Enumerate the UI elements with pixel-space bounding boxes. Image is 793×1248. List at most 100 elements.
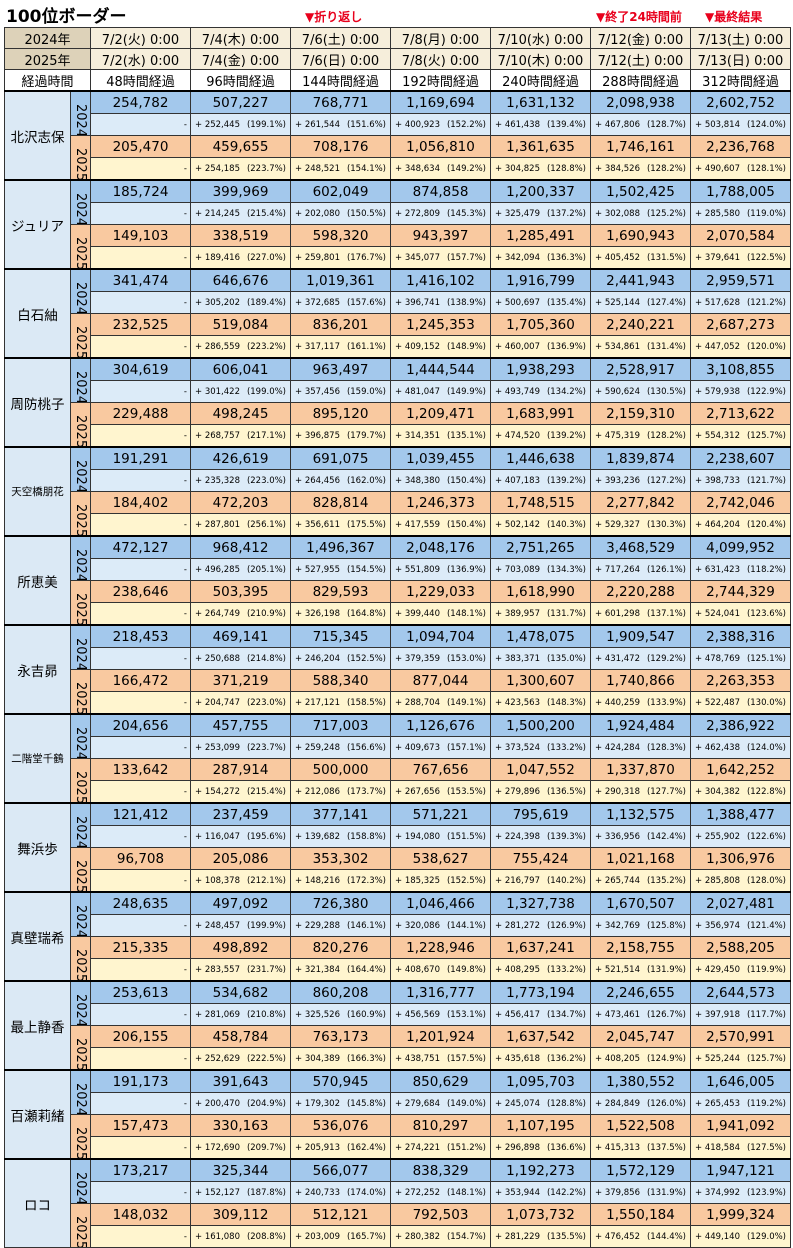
delta-ratio: (137.5%)	[646, 1142, 686, 1153]
delta-ratio: (148.9%)	[446, 341, 486, 352]
delta-wrap: + 527,955 (154.5%)	[294, 565, 387, 575]
delta-wrap: + 314,351 (135.1%)	[394, 431, 487, 441]
delta-increase: + 517,628	[695, 297, 740, 308]
score-value: 2,441,943	[590, 268, 691, 292]
delta-cell: + 301,422 (199.0%)	[190, 380, 291, 403]
delta-wrap: + 423,563 (148.3%)	[494, 698, 587, 708]
score-value: 185,724	[90, 179, 191, 203]
delta-ratio: (164.8%)	[346, 608, 386, 619]
delta-empty: -	[90, 1181, 191, 1204]
delta-ratio: (131.7%)	[546, 608, 586, 619]
delta-ratio: (127.4%)	[646, 297, 686, 308]
delta-wrap: + 449,140 (129.0%)	[694, 1232, 787, 1242]
delta-increase: + 396,875	[295, 430, 340, 441]
delta-wrap: + 235,328 (223.0%)	[194, 476, 287, 486]
delta-ratio: (137.1%)	[646, 608, 686, 619]
delta-wrap: + 379,359 (153.0%)	[394, 654, 487, 664]
score-value: 538,627	[390, 847, 491, 870]
score-value: 2,277,842	[590, 491, 691, 514]
delta-ratio: (125.7%)	[746, 1053, 786, 1064]
score-value: 166,472	[90, 669, 191, 692]
delta-cell: + 248,521 (154.1%)	[290, 157, 391, 181]
delta-ratio: (128.1%)	[746, 163, 786, 174]
score-value: 459,655	[190, 135, 291, 158]
score-value: 820,276	[290, 936, 391, 959]
delta-empty: -	[90, 335, 191, 359]
score-value: 2,751,265	[490, 535, 591, 559]
delta-increase: + 302,088	[595, 208, 640, 219]
score-value: 1,938,293	[490, 357, 591, 381]
delta-wrap: + 496,285 (205.1%)	[194, 565, 287, 575]
delta-cell: + 108,378 (212.1%)	[190, 869, 291, 893]
delta-ratio: (149.8%)	[446, 964, 486, 975]
delta-wrap: + 476,452 (144.4%)	[594, 1232, 687, 1242]
delta-ratio: (199.9%)	[246, 920, 286, 931]
delta-cell: + 152,127 (187.8%)	[190, 1181, 291, 1204]
score-value: 512,121	[290, 1203, 391, 1226]
delta-wrap: + 474,520 (139.2%)	[494, 431, 587, 441]
end24-annotation: ▼終了24時間前	[596, 10, 682, 24]
score-value: 248,635	[90, 891, 191, 915]
delta-wrap: + 285,580 (119.0%)	[694, 209, 787, 219]
delta-cell: + 279,684 (149.0%)	[390, 1092, 491, 1115]
delta-ratio: (166.3%)	[346, 1053, 386, 1064]
score-value: 377,141	[290, 802, 391, 826]
year-label-text: 2025	[73, 593, 88, 625]
score-value: 598,320	[290, 224, 391, 247]
delta-cell: + 342,769 (125.8%)	[590, 914, 691, 937]
delta-increase: + 440,259	[595, 697, 640, 708]
delta-ratio: (195.6%)	[246, 831, 286, 842]
score-value: 191,173	[90, 1069, 191, 1093]
delta-cell: + 235,328 (223.0%)	[190, 469, 291, 492]
delta-increase: + 304,389	[295, 1053, 340, 1064]
delta-increase: + 417,559	[395, 519, 440, 530]
delta-ratio: (176.7%)	[346, 252, 386, 263]
delta-wrap: + 296,898 (136.6%)	[494, 1143, 587, 1153]
delta-ratio: (148.1%)	[446, 608, 486, 619]
delta-cell: + 460,007 (136.9%)	[490, 335, 591, 359]
table-row: - + 496,285 (205.1%) + 527,955 (154.5%) + 551…	[5, 558, 791, 581]
delta-wrap: + 245,074 (128.8%)	[494, 1099, 587, 1109]
date-2024: 7/10(水) 0:00	[490, 27, 591, 49]
year-label: 2024	[70, 535, 91, 581]
year-label: 2024	[70, 446, 91, 492]
delta-wrap: + 342,094 (136.3%)	[494, 253, 587, 263]
delta-cell: + 496,285 (205.1%)	[190, 558, 291, 581]
delta-cell: + 250,688 (214.8%)	[190, 647, 291, 670]
delta-cell: + 423,563 (148.3%)	[490, 691, 591, 715]
delta-increase: + 281,229	[495, 1231, 540, 1242]
score-value: 646,676	[190, 268, 291, 292]
delta-increase: + 481,047	[395, 386, 440, 397]
year-label-text: 2024	[73, 104, 88, 136]
delta-wrap: + 342,769 (125.8%)	[594, 921, 687, 931]
year-label: 2024	[70, 713, 91, 759]
delta-cell: + 285,808 (128.0%)	[690, 869, 791, 893]
table-row: - + 161,080 (208.8%) + 203,009 (165.7%) + 280…	[5, 1225, 791, 1248]
delta-cell: + 631,423 (118.2%)	[690, 558, 791, 581]
delta-wrap: + 703,089 (134.3%)	[494, 565, 587, 575]
delta-ratio: (153.1%)	[446, 1009, 486, 1020]
score-value: 2,570,991	[690, 1025, 791, 1048]
score-value: 254,782	[90, 90, 191, 114]
delta-wrap: + 304,389 (166.3%)	[294, 1054, 387, 1064]
score-value: 1,646,005	[690, 1069, 791, 1093]
delta-ratio: (122.5%)	[746, 252, 786, 263]
delta-cell: + 325,479 (137.2%)	[490, 202, 591, 225]
delta-cell: + 214,245 (215.4%)	[190, 202, 291, 225]
score-value: 1,327,738	[490, 891, 591, 915]
delta-ratio: (139.4%)	[546, 119, 586, 130]
delta-empty: -	[90, 869, 191, 893]
score-value: 1,316,777	[390, 980, 491, 1004]
score-value: 218,453	[90, 624, 191, 648]
score-value: 1,047,552	[490, 758, 591, 781]
score-value: 469,141	[190, 624, 291, 648]
delta-increase: + 224,398	[495, 831, 540, 842]
elapsed-time: 240時間経過	[490, 69, 591, 92]
delta-increase: + 372,685	[295, 297, 340, 308]
score-value: 457,755	[190, 713, 291, 737]
year-label: 2025	[70, 758, 91, 804]
delta-cell: + 438,751 (157.5%)	[390, 1047, 491, 1071]
score-value: 963,497	[290, 357, 391, 381]
year-label: 2025	[70, 669, 91, 715]
delta-increase: + 379,359	[395, 653, 440, 664]
